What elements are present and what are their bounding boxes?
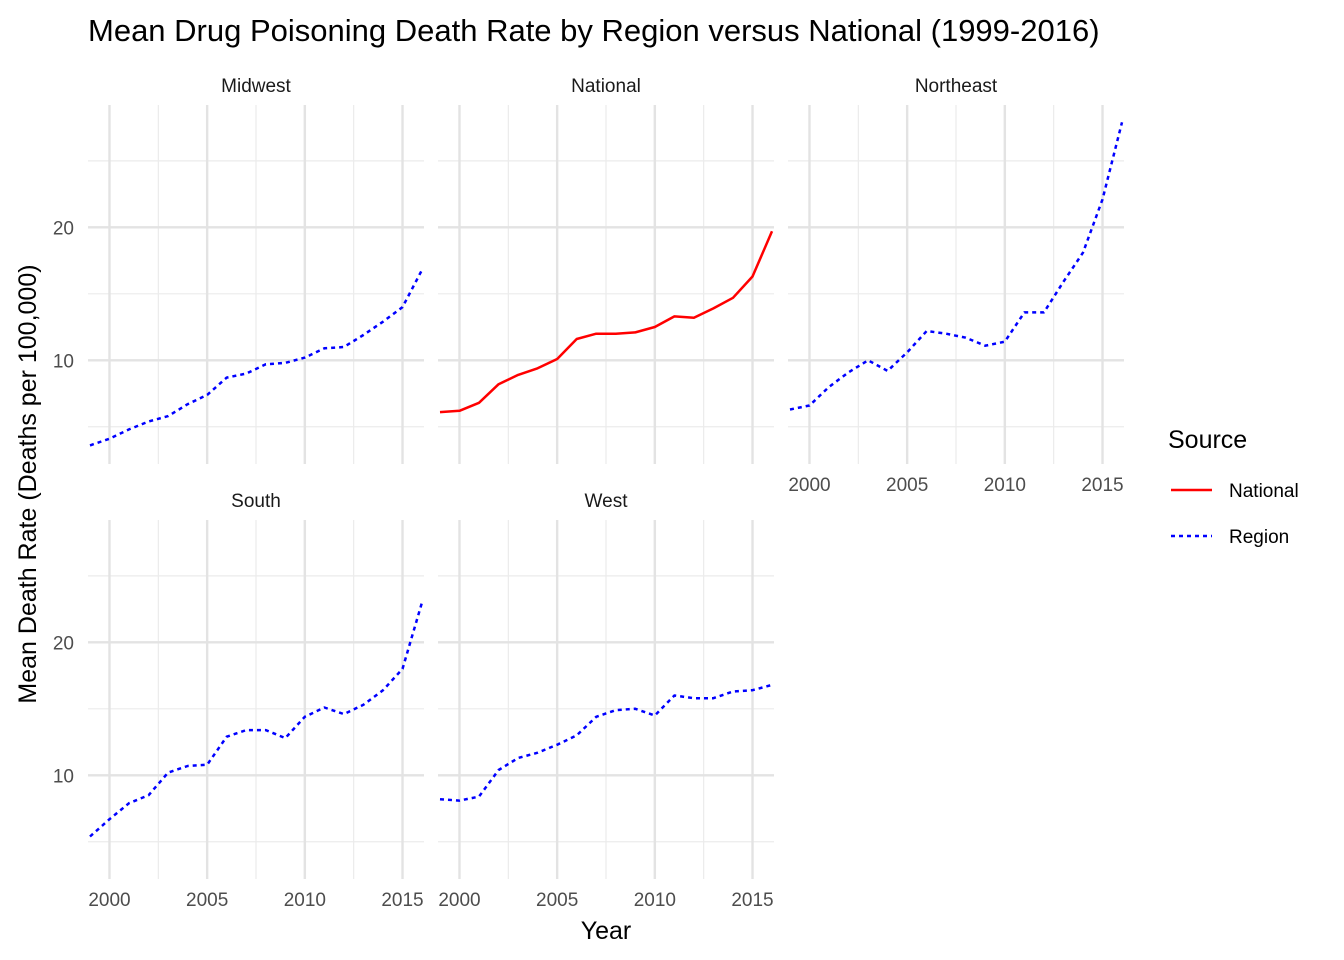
panel-strip-label: West xyxy=(585,491,629,512)
panel-national: National xyxy=(438,76,774,464)
legend-title: Source xyxy=(1168,426,1247,454)
y-axis-title: Mean Death Rate (Deaths per 100,000) xyxy=(14,264,42,703)
legend-label-region: Region xyxy=(1229,527,1289,548)
x-tick-label: 2015 xyxy=(1081,475,1123,496)
panel-strip-label: South xyxy=(231,491,281,512)
legend: Source National Region xyxy=(1168,426,1299,548)
y-tick-label: 10 xyxy=(53,351,74,372)
x-tick-label: 2000 xyxy=(88,890,130,911)
series-line-midwest xyxy=(89,269,424,447)
x-tick-label: 2010 xyxy=(284,890,326,911)
x-tick-label: 2015 xyxy=(731,890,773,911)
series-line-national xyxy=(439,230,774,414)
y-tick-label: 20 xyxy=(53,633,74,654)
x-tick-label: 2000 xyxy=(438,890,480,911)
panel-strip-label: Midwest xyxy=(221,76,291,97)
x-tick-label: 2005 xyxy=(886,475,928,496)
panel-south: South 10 20 2000 2005 2010 2015 xyxy=(53,491,424,911)
x-tick-label: 2005 xyxy=(186,890,228,911)
panel-strip-label: Northeast xyxy=(915,76,998,97)
panel-west: West 2000 2005 2010 2015 xyxy=(438,491,774,911)
y-tick-label: 20 xyxy=(53,218,74,239)
x-tick-label: 2005 xyxy=(536,890,578,911)
x-tick-label: 2015 xyxy=(381,890,423,911)
x-tick-label: 2010 xyxy=(984,475,1026,496)
panel-strip-label: National xyxy=(571,76,641,97)
panel-midwest: Midwest 10 20 xyxy=(53,76,424,464)
y-tick-label: 10 xyxy=(53,766,74,787)
series-line-northeast xyxy=(789,121,1124,411)
x-tick-label: 2010 xyxy=(634,890,676,911)
panel-northeast: Northeast 2000 2005 2010 2015 xyxy=(788,76,1124,496)
legend-label-national: National xyxy=(1229,481,1299,502)
x-axis-title: Year xyxy=(581,917,632,945)
x-tick-label: 2000 xyxy=(788,475,830,496)
series-line-west xyxy=(439,683,773,802)
chart-title: Mean Drug Poisoning Death Rate by Region… xyxy=(88,13,1100,48)
